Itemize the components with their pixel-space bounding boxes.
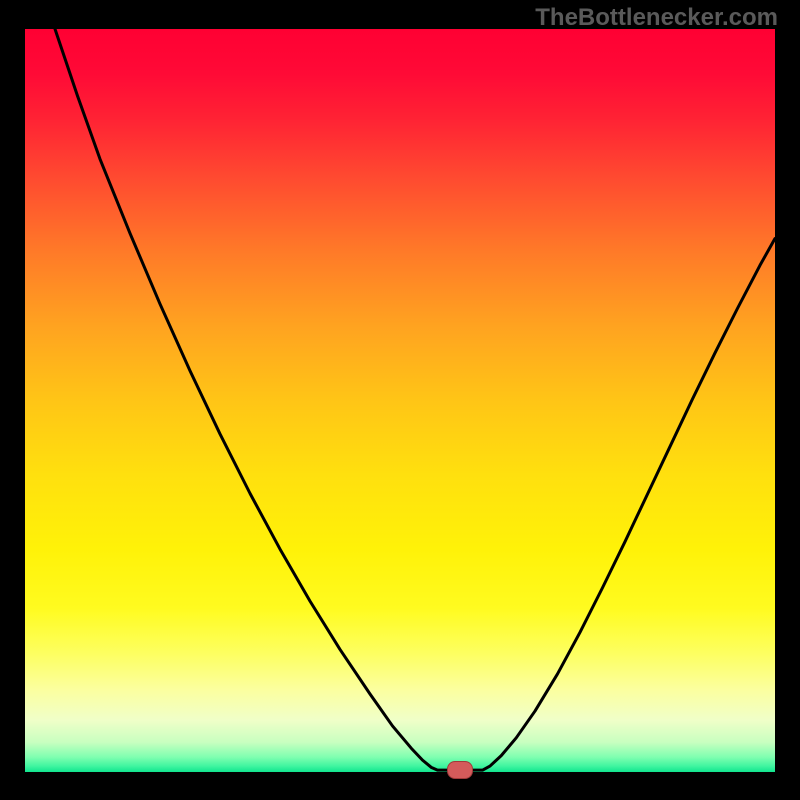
plot-gradient-background (25, 29, 775, 772)
chart-stage: TheBottlenecker.com (0, 0, 800, 800)
watermark-text: TheBottlenecker.com (535, 4, 778, 32)
bottleneck-marker (447, 761, 473, 779)
